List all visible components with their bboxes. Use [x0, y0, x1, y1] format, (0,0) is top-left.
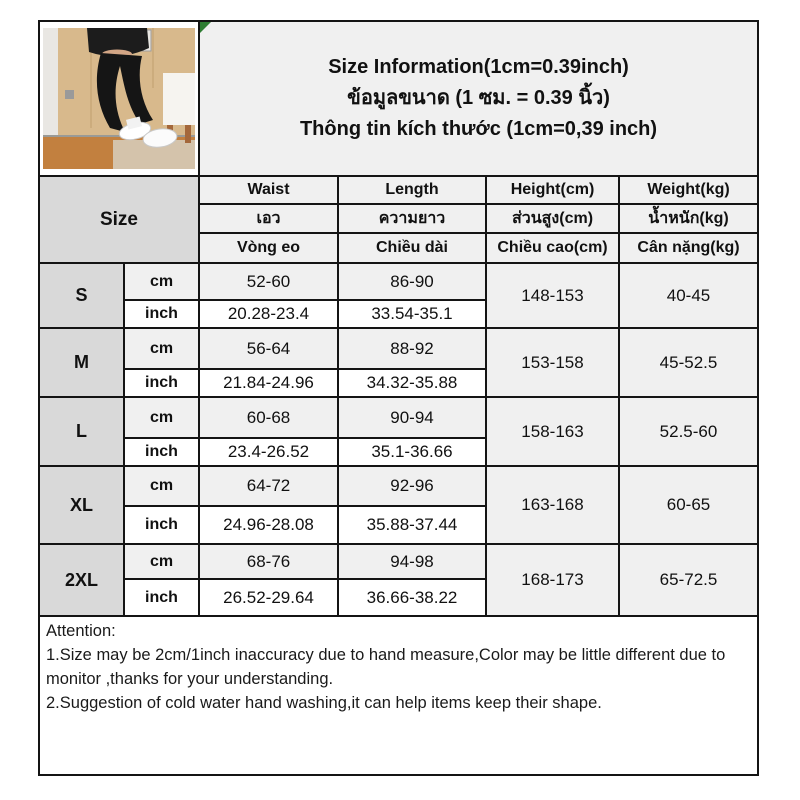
attention-row: Attention: 1.Size may be 2cm/1inch inacc…	[37, 615, 760, 776]
header-row-en: Size Waist Length Height(cm) Weight(kg)	[38, 175, 760, 264]
unit-inch: inch	[123, 578, 200, 617]
length-inch-2xl: 36.66-38.22	[337, 578, 487, 617]
unit-cm: cm	[123, 262, 200, 301]
length-cm-xl: 92-96	[337, 465, 487, 507]
weight-s: 40-45	[617, 262, 760, 329]
title-en: Size Information(1cm=0.39inch)	[328, 56, 629, 78]
size-label-l: L	[38, 396, 125, 467]
title-th: ข้อมูลขนาด (1 ซม. = 0.39 นิ้ว)	[347, 87, 610, 109]
table-row-xl-inch: inch 24.96-28.08 35.88-37.44	[39, 505, 758, 545]
attention-note-2: 2.Suggestion of cold water hand washing,…	[46, 693, 602, 712]
header-row-vi: Vòng eo Chiều dài Chiều cao(cm) Cân nặng…	[39, 232, 760, 264]
length-inch-l: 35.1-36.66	[337, 437, 487, 467]
size-label-xl: XL	[38, 465, 125, 545]
length-header-en: Length	[337, 175, 487, 205]
height-l: 158-163	[485, 396, 620, 467]
cell-corner-flag-icon	[201, 23, 211, 33]
leggings-model-photo-art	[43, 28, 195, 169]
waist-cm-m: 56-64	[198, 327, 339, 370]
attention-note-1: 1.Size may be 2cm/1inch inaccuracy due t…	[46, 645, 726, 688]
size-label-2xl: 2XL	[38, 543, 125, 617]
weight-m: 45-52.5	[617, 327, 760, 398]
table-row-l-cm: L cm 60-68 90-94 158-163 52.5-60	[38, 396, 760, 467]
size-label-s: S	[38, 262, 125, 329]
length-cm-2xl: 94-98	[337, 543, 487, 580]
waist-inch-l: 23.4-26.52	[198, 437, 339, 467]
weight-xl: 60-65	[617, 465, 760, 545]
attention-cell: Attention: 1.Size may be 2cm/1inch inacc…	[37, 615, 760, 776]
height-header-en: Height(cm)	[485, 175, 620, 205]
weight-header-en: Weight(kg)	[617, 175, 760, 205]
waist-inch-m: 21.84-24.96	[198, 368, 339, 398]
unit-cm: cm	[123, 396, 200, 439]
table-row-m-cm: M cm 56-64 88-92 153-158 45-52.5	[38, 327, 760, 398]
waist-cm-xl: 64-72	[198, 465, 339, 507]
size-table: Size Information(1cm=0.39inch) ข้อมูลขนา…	[37, 20, 760, 776]
waist-inch-s: 20.28-23.4	[198, 299, 339, 329]
leggings-model-photo	[43, 28, 195, 169]
table-row-s-inch: inch 20.28-23.4 33.54-35.1	[39, 299, 758, 329]
unit-inch: inch	[123, 437, 200, 467]
title-cell: Size Information(1cm=0.39inch) ข้อมูลขนา…	[197, 20, 760, 177]
header-row-th: เอว ความยาว ส่วนสูง(cm) น้ำหนัก(kg)	[39, 203, 760, 234]
unit-cm: cm	[123, 327, 200, 370]
product-photo-cell	[38, 20, 200, 177]
waist-inch-xl: 24.96-28.08	[198, 505, 339, 545]
table-row-s-cm: S cm 52-60 86-90 148-153 40-45	[38, 262, 760, 329]
weight-header-vi: Cân nặng(kg)	[617, 232, 760, 264]
length-inch-s: 33.54-35.1	[337, 299, 487, 329]
weight-l: 52.5-60	[617, 396, 760, 467]
waist-inch-2xl: 26.52-29.64	[198, 578, 339, 617]
length-inch-xl: 35.88-37.44	[337, 505, 487, 545]
table-row-2xl-inch: inch 26.52-29.64 36.66-38.22	[39, 578, 758, 617]
title-row: Size Information(1cm=0.39inch) ข้อมูลขนา…	[38, 20, 760, 177]
unit-cm: cm	[123, 543, 200, 580]
height-s: 148-153	[485, 262, 620, 329]
table-row-l-inch: inch 23.4-26.52 35.1-36.66	[39, 437, 758, 467]
weight-2xl: 65-72.5	[617, 543, 760, 617]
size-label-m: M	[38, 327, 125, 398]
attention-heading: Attention:	[46, 622, 116, 640]
length-cm-s: 86-90	[337, 262, 487, 301]
table-row-2xl-cm: 2XL cm 68-76 94-98 168-173 65-72.5	[38, 543, 760, 617]
waist-cm-2xl: 68-76	[198, 543, 339, 580]
height-header-vi: Chiều cao(cm)	[485, 232, 620, 264]
table-row-xl-cm: XL cm 64-72 92-96 163-168 60-65	[38, 465, 760, 545]
height-m: 153-158	[485, 327, 620, 398]
height-header-th: ส่วนสูง(cm)	[485, 203, 620, 234]
length-header-th: ความยาว	[337, 203, 487, 234]
height-2xl: 168-173	[485, 543, 620, 617]
height-xl: 163-168	[485, 465, 620, 545]
waist-header-en: Waist	[198, 175, 339, 205]
waist-cm-s: 52-60	[198, 262, 339, 301]
length-inch-m: 34.32-35.88	[337, 368, 487, 398]
unit-inch: inch	[123, 299, 200, 329]
length-header-vi: Chiều dài	[337, 232, 487, 264]
length-cm-m: 88-92	[337, 327, 487, 370]
size-column-header: Size	[38, 175, 200, 264]
unit-cm: cm	[123, 465, 200, 507]
table-row-m-inch: inch 21.84-24.96 34.32-35.88	[39, 368, 758, 398]
waist-cm-l: 60-68	[198, 396, 339, 439]
waist-header-vi: Vòng eo	[198, 232, 339, 264]
waist-header-th: เอว	[198, 203, 339, 234]
length-cm-l: 90-94	[337, 396, 487, 439]
unit-inch: inch	[123, 505, 200, 545]
title-vi: Thông tin kích thước (1cm=0,39 inch)	[299, 118, 658, 140]
weight-header-th: น้ำหนัก(kg)	[617, 203, 760, 234]
unit-inch: inch	[123, 368, 200, 398]
size-chart-sheet: Size Information(1cm=0.39inch) ข้อมูลขนา…	[37, 20, 760, 776]
